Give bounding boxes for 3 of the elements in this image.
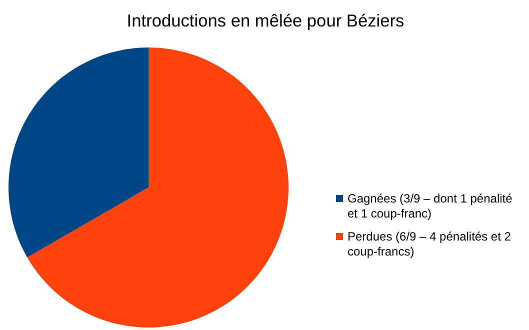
legend-label: Perdues (6/9 – 4 pénalités et 2 coup-francs) — [348, 230, 512, 258]
chart-title: Introductions en mêlée pour Béziers — [126, 10, 405, 30]
legend-label: Gagnées (3/9 – dont 1 pénalité et 1 coup-franc) — [348, 192, 513, 220]
